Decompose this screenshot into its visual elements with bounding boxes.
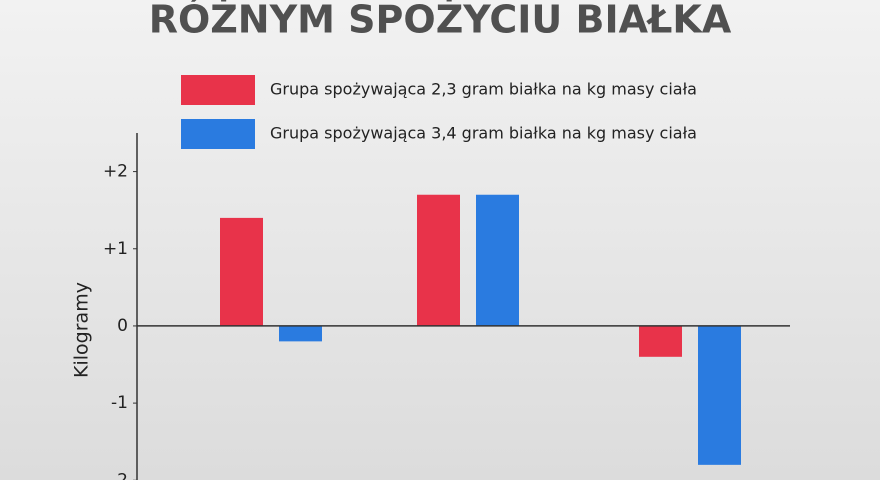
y-tick-label: -1: [111, 393, 128, 413]
bar: [698, 325, 741, 465]
bar: [417, 194, 460, 326]
legend-label: Grupa spożywająca 3,4 gram białka na kg …: [270, 124, 697, 143]
y-tick-label: +1: [103, 239, 128, 259]
bar: [279, 325, 322, 342]
legend-swatch: [181, 119, 255, 149]
legend-label: Grupa spożywająca 2,3 gram białka na kg …: [270, 80, 697, 99]
y-axis-label: Kilogramy: [71, 282, 93, 378]
bar: [220, 217, 263, 326]
y-tick-label: -2: [111, 470, 128, 480]
chart-title: RÓŻNYM SPOŻYCIU BIAŁKA: [149, 0, 732, 42]
bar: [639, 325, 682, 357]
bar: [476, 194, 519, 326]
y-tick-label: +2: [103, 162, 128, 182]
y-tick-label: 0: [117, 316, 128, 336]
legend-swatch: [181, 75, 255, 105]
